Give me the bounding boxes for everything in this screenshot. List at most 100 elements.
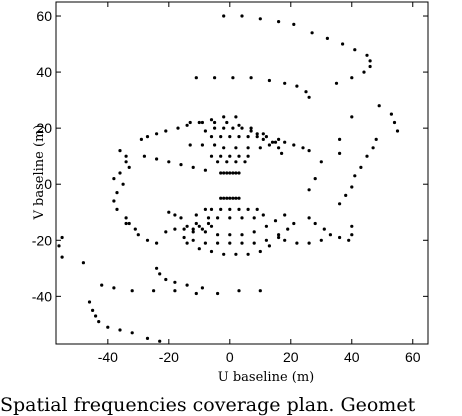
data-point (124, 221, 128, 226)
data-point (118, 171, 122, 175)
data-point (155, 132, 159, 136)
data-point (188, 120, 192, 125)
data-point (145, 135, 150, 139)
data-point (389, 112, 393, 116)
data-point (307, 149, 311, 153)
data-point (112, 177, 116, 181)
data-point (167, 210, 171, 214)
data-point (240, 241, 244, 245)
data-point (209, 249, 214, 254)
data-point (377, 104, 381, 108)
scatter-chart: -40 -20 0 20 40 60 -40 -20 0 20 40 60 U baseline (… (32, 1, 429, 385)
data-point (225, 160, 229, 164)
data-point (277, 137, 281, 141)
data-point (130, 331, 134, 335)
data-point (304, 90, 308, 94)
figure-caption: Spatial frequencies coverage plan. Geome… (0, 394, 416, 416)
data-point (234, 196, 238, 200)
data-point (249, 76, 253, 80)
data-point (301, 146, 305, 150)
data-point (216, 241, 220, 245)
data-point (219, 135, 223, 139)
data-point (359, 165, 363, 169)
data-point (200, 286, 204, 290)
data-point (216, 233, 220, 237)
data-point (130, 289, 134, 293)
data-point (228, 233, 232, 237)
data-point (228, 196, 232, 200)
data-point (322, 227, 326, 231)
x-tick-label: 40 (344, 349, 360, 365)
data-point (307, 95, 311, 99)
data-point (365, 154, 369, 158)
data-point (118, 149, 122, 153)
x-tick-label: 60 (405, 349, 421, 365)
data-point (155, 157, 159, 161)
y-tick-label: 20 (36, 120, 52, 136)
data-point (292, 221, 296, 226)
data-point (249, 126, 253, 130)
data-point (213, 143, 217, 147)
data-point (283, 140, 287, 144)
data-point (264, 135, 268, 139)
data-point (185, 123, 189, 127)
data-point (124, 160, 128, 164)
data-point (209, 224, 214, 228)
data-point (350, 233, 354, 237)
data-point (392, 120, 397, 125)
data-point (155, 241, 159, 245)
data-point (194, 213, 198, 217)
data-point (234, 160, 238, 164)
data-point (270, 140, 275, 144)
data-point (158, 272, 162, 276)
data-point (216, 216, 220, 220)
data-point (127, 165, 131, 169)
data-point (255, 207, 259, 211)
data-point (191, 165, 195, 169)
data-point (158, 339, 162, 343)
data-point (292, 22, 296, 26)
data-point (216, 291, 220, 296)
x-tick-label: 0 (226, 349, 234, 365)
data-point (209, 154, 214, 158)
data-point (139, 137, 143, 141)
data-point (188, 143, 192, 147)
data-point (228, 154, 232, 158)
data-point (200, 143, 204, 147)
data-point (255, 132, 259, 136)
data-point (307, 241, 311, 245)
data-point (91, 308, 95, 312)
data-point (231, 126, 235, 130)
y-axis: -40 -20 0 20 40 60 (32, 8, 428, 304)
data-point (81, 261, 85, 265)
data-point (319, 160, 323, 164)
data-point (222, 196, 226, 200)
data-point (206, 216, 211, 220)
x-tick-label: -40 (98, 349, 118, 365)
data-point (164, 129, 168, 133)
data-point (295, 84, 299, 88)
data-point (228, 241, 232, 245)
data-point (267, 244, 271, 248)
y-tick-label: 60 (36, 8, 52, 24)
data-point (173, 280, 177, 284)
data-point (249, 129, 253, 133)
data-point (124, 216, 128, 220)
data-point (213, 126, 217, 130)
data-point (264, 224, 268, 228)
data-point (277, 233, 281, 237)
data-point (179, 163, 183, 167)
data-points (57, 14, 400, 343)
data-point (228, 135, 232, 139)
data-point (258, 17, 262, 21)
data-point (197, 224, 201, 228)
data-point (362, 70, 366, 74)
data-point (368, 64, 372, 69)
data-point (246, 146, 250, 150)
data-point (191, 227, 195, 231)
data-point (203, 230, 207, 234)
data-point (219, 154, 223, 158)
data-point (234, 115, 238, 119)
data-point (203, 207, 207, 211)
data-point (231, 76, 235, 80)
